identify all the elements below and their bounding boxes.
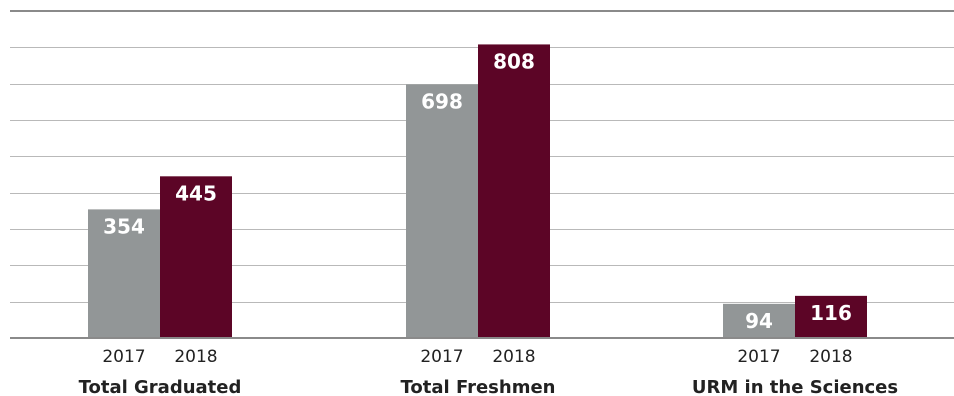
data-label: 94 — [745, 309, 773, 333]
data-label: 116 — [810, 301, 852, 325]
series-tick-label: 2018 — [809, 347, 852, 367]
series-tick-label: 2017 — [102, 347, 145, 367]
bars — [10, 44, 954, 339]
series-tick-label: 2017 — [420, 347, 463, 367]
series-tick-label: 2017 — [737, 347, 780, 367]
bar-2017 — [406, 84, 478, 338]
data-label: 354 — [103, 214, 145, 238]
bar-2017 — [723, 303, 795, 338]
category-label: Total Freshmen — [401, 377, 556, 396]
bar-2018 — [160, 176, 232, 338]
data-label: 445 — [175, 181, 217, 205]
labels: 354 2017 445 2018 Total Graduated 698 2017 808 2… — [79, 49, 899, 396]
series-tick-label: 2018 — [174, 347, 217, 367]
category-label: URM in the Sciences — [692, 377, 898, 396]
series-tick-label: 2018 — [492, 347, 535, 367]
data-label: 808 — [493, 49, 535, 73]
category-label: Total Graduated — [79, 377, 242, 396]
bar-2017 — [88, 209, 160, 338]
bar-2018 — [478, 44, 550, 338]
bar-2018 — [795, 295, 867, 338]
data-label: 698 — [421, 89, 463, 113]
